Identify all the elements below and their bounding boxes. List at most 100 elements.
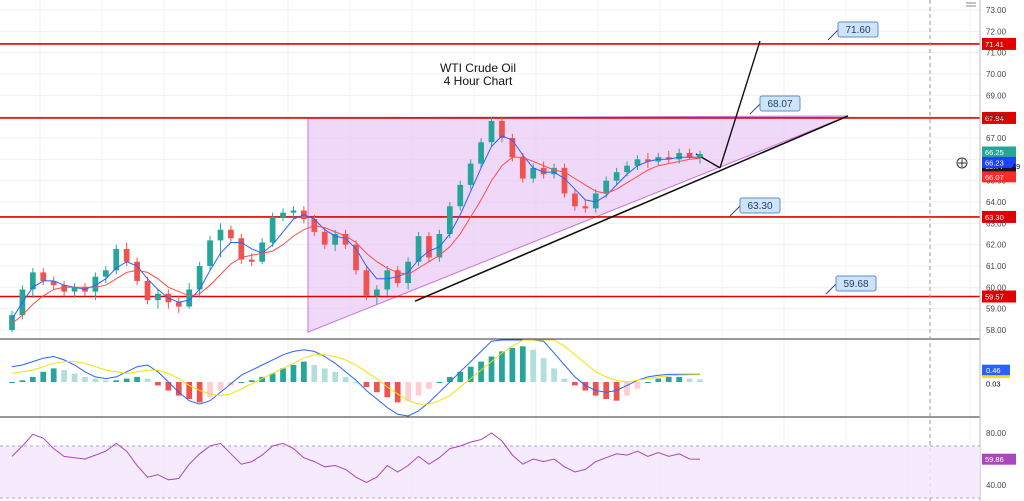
ascending-triangle-pattern xyxy=(307,115,849,333)
macd-histogram-bar xyxy=(572,382,578,386)
macd-histogram-bar xyxy=(499,351,505,382)
candle-body xyxy=(217,229,224,241)
callout-pointer xyxy=(749,103,761,115)
macd-histogram-bar xyxy=(540,358,547,382)
price-tick-label: 61.00 xyxy=(986,262,1007,271)
candle-body xyxy=(551,167,557,175)
candle-body xyxy=(228,229,234,239)
candle-body xyxy=(92,276,99,292)
callout-label: 68.07 xyxy=(767,99,792,110)
candle-body xyxy=(29,272,36,290)
macd-badge xyxy=(982,364,1010,376)
macd-histogram-bar xyxy=(478,361,484,382)
callout-label: 71.60 xyxy=(845,25,870,36)
callout-label: 59.68 xyxy=(843,279,868,290)
macd-histogram-bar xyxy=(290,365,297,382)
macd-histogram-bar xyxy=(113,380,120,382)
macd-histogram-bar xyxy=(634,382,641,389)
candle-body xyxy=(665,157,672,160)
macd-badge-label: 0.03 xyxy=(986,379,1001,388)
candle-body xyxy=(603,180,610,194)
candle-body xyxy=(519,157,526,179)
rsi-badge xyxy=(982,453,1016,465)
macd-histogram-bar xyxy=(19,380,26,382)
macd-histogram-bar xyxy=(426,382,432,389)
price-badge xyxy=(982,171,1016,183)
candle-body xyxy=(624,165,630,173)
level-badge-label: 67.94 xyxy=(985,114,1004,123)
sma-slow-line xyxy=(11,156,701,324)
macd-histogram-bar xyxy=(519,346,526,382)
macd-histogram-bar xyxy=(676,376,683,382)
macd-histogram-bar xyxy=(165,382,172,391)
candle-body xyxy=(561,167,568,194)
price-tick-label: 70.00 xyxy=(986,70,1007,79)
support-resistance-levels: 71.41 67.94 63.30 59.57 xyxy=(0,37,1016,303)
macd-histogram-bar xyxy=(92,378,99,382)
macd-histogram-bar xyxy=(561,378,568,382)
macd-histogram-bar xyxy=(467,366,474,382)
price-callouts: 71.60 68.07 63.30 59.68 xyxy=(729,21,879,295)
macd-histogram-bar xyxy=(9,382,15,383)
candle-body xyxy=(290,210,297,213)
price-tick-label: 68.00 xyxy=(986,113,1007,122)
signal-line xyxy=(11,339,701,405)
callout-box xyxy=(759,95,801,112)
macd-histogram-bar xyxy=(280,368,286,382)
candle-body xyxy=(61,285,67,292)
macd-histogram-bar xyxy=(175,382,182,396)
macd-badge-label: 0.46 xyxy=(986,366,1001,375)
candle-body xyxy=(613,172,620,181)
level-badge-label: 59.57 xyxy=(985,293,1004,302)
candle-body xyxy=(155,293,161,301)
price-badge-label: 66.07 xyxy=(985,173,1004,182)
candle-body xyxy=(697,154,703,158)
macd-histogram-bar xyxy=(301,361,307,382)
candle-body xyxy=(40,272,47,281)
macd-histogram-bar xyxy=(155,382,161,386)
macd-badge xyxy=(982,377,1010,389)
callout-box xyxy=(739,197,781,214)
price-badge xyxy=(982,146,1016,158)
macd-histogram-bar xyxy=(697,379,703,382)
candle-body xyxy=(592,193,599,209)
price-tick-label: 72.00 xyxy=(986,27,1007,36)
price-tick-label: 69.00 xyxy=(986,91,1007,100)
callout-pointer xyxy=(729,205,741,217)
rsi-tick-label: 80.00 xyxy=(986,429,1007,438)
candle-body xyxy=(280,212,286,217)
macd-histogram-bar xyxy=(373,382,380,393)
candle-body xyxy=(645,159,651,162)
callout-label: 63.30 xyxy=(747,201,772,212)
candle-body xyxy=(540,167,547,175)
candle-body xyxy=(478,142,484,164)
price-tick-label: 62.00 xyxy=(986,241,1007,250)
candle-body xyxy=(134,261,140,281)
menu-icon[interactable] xyxy=(966,2,976,7)
macd-histogram-bar xyxy=(82,376,88,382)
macd-histogram-bar xyxy=(446,376,453,382)
price-tick-label: 73.00 xyxy=(986,6,1007,15)
macd-histogram-bar xyxy=(332,371,339,382)
rsi-line xyxy=(11,432,701,483)
macd-histogram-bar xyxy=(551,368,557,382)
candle-body xyxy=(436,234,443,258)
level-badge xyxy=(982,37,1016,50)
candle-body xyxy=(342,234,349,245)
macd-histogram-bar xyxy=(394,382,401,403)
moving-average-lines xyxy=(11,135,701,324)
candle-body xyxy=(353,244,359,271)
candle-body xyxy=(175,302,182,307)
macd-histogram-bar xyxy=(61,370,67,382)
macd-histogram-bar xyxy=(269,373,276,382)
crosshair-icon[interactable] xyxy=(956,157,968,169)
macd-histogram-bar xyxy=(624,382,630,396)
level-badge xyxy=(982,210,1016,223)
level-badge-label: 63.30 xyxy=(985,213,1004,222)
candle-body xyxy=(582,206,589,209)
price-tick-label: 64.00 xyxy=(986,198,1007,207)
price-badge xyxy=(982,156,1016,168)
macd-histogram-bar xyxy=(405,382,411,401)
macd-histogram-bar xyxy=(259,376,266,382)
